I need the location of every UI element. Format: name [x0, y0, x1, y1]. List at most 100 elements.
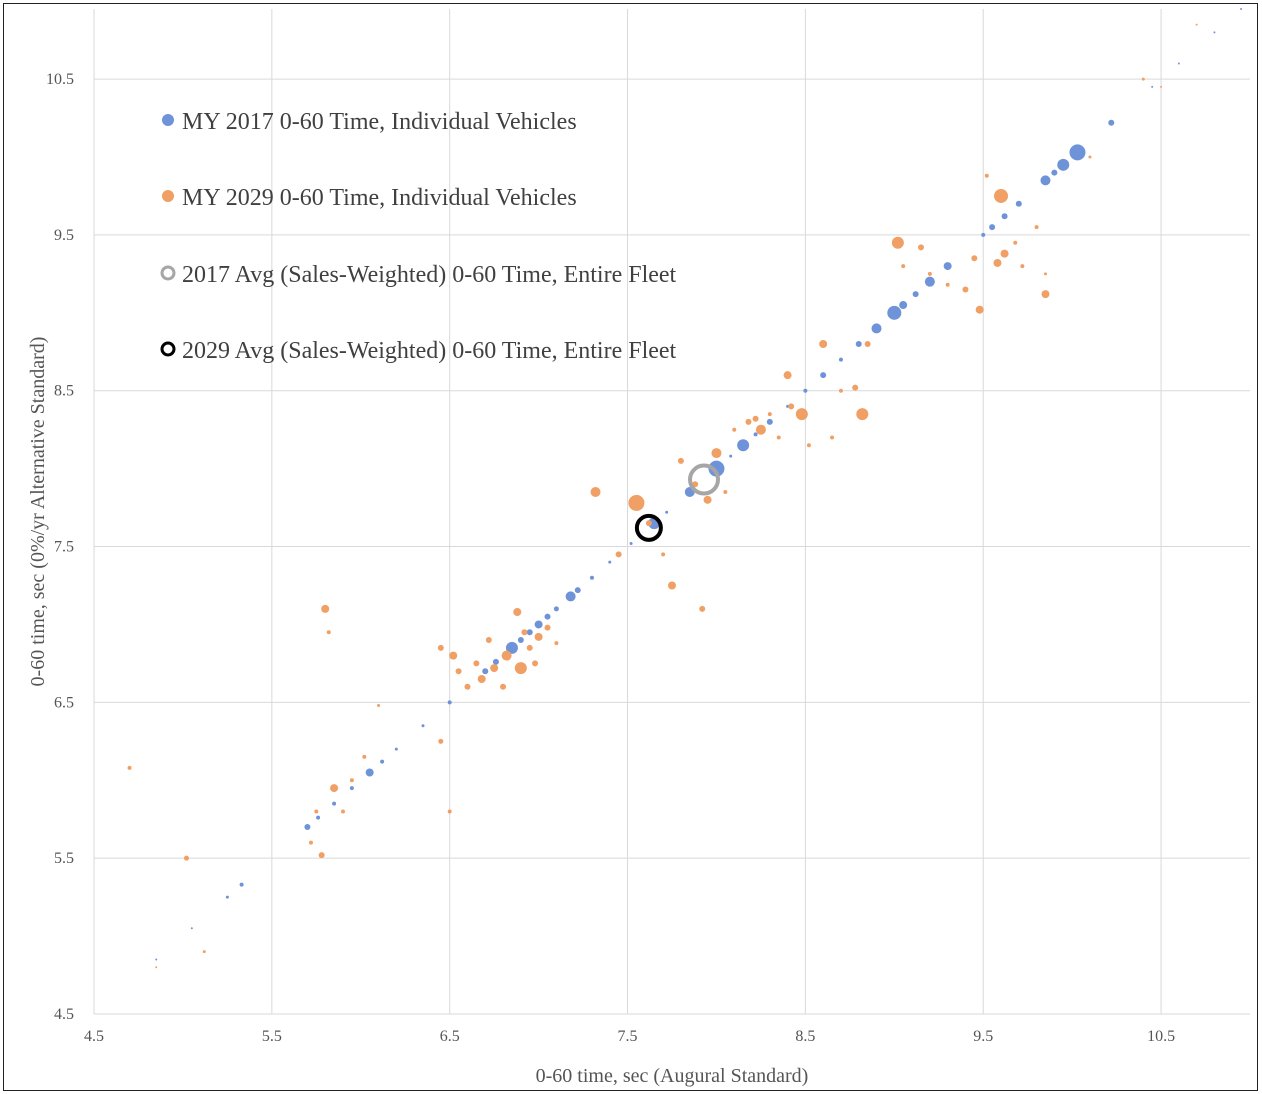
point-my2029-33	[554, 641, 559, 646]
y-axis-label: 0-60 time, sec (0%/yr Alternative Standa…	[27, 337, 49, 687]
point-my2029-61	[864, 341, 871, 347]
point-my2029-16	[447, 809, 452, 814]
x-tick-label: 10.5	[1147, 1028, 1175, 1045]
point-my2029-7	[321, 604, 330, 613]
y-tick-label: 7.5	[54, 539, 74, 556]
point-my2029-54	[795, 408, 808, 421]
point-my2029-35	[615, 551, 622, 558]
point-my2017-40	[871, 323, 882, 334]
legend-label-avg2017: 2017 Avg (Sales-Weighted) 0-60 Time, Ent…	[182, 262, 677, 288]
legend-item-avg2029: 2029 Avg (Sales-Weighted) 0-60 Time, Ent…	[160, 338, 677, 364]
point-my2029-3	[202, 950, 206, 954]
point-my2029-65	[927, 271, 932, 276]
legend-label-my2017: MY 2017 0-60 Time, Individual Vehicles	[182, 109, 577, 135]
point-my2029-75	[1020, 264, 1025, 269]
point-my2029-0	[127, 765, 132, 770]
point-my2029-39	[668, 581, 676, 590]
point-my2029-70	[984, 173, 989, 178]
point-my2029-47	[745, 418, 752, 425]
point-my2017-32	[737, 439, 750, 452]
point-my2029-25	[501, 650, 512, 661]
point-my2029-1	[155, 966, 158, 969]
point-my2017-46	[981, 232, 986, 237]
point-my2017-42	[899, 301, 908, 310]
point-my2017-49	[1015, 200, 1022, 207]
point-my2017-43	[912, 291, 919, 298]
point-my2029-26	[513, 608, 522, 616]
point-my2029-66	[945, 282, 950, 287]
point-my2029-44	[711, 448, 722, 459]
point-my2029-27	[514, 662, 527, 675]
point-my2029-62	[891, 236, 904, 249]
point-my2029-53	[788, 403, 795, 410]
point-my2017-39	[855, 341, 862, 347]
point-my2017-47	[989, 224, 996, 231]
point-my2029-11	[349, 778, 354, 783]
y-tick-label: 4.5	[54, 1006, 74, 1023]
point-my2029-8	[326, 630, 331, 635]
legend-item-my2017: MY 2017 0-60 Time, Individual Vehicles	[162, 109, 577, 135]
point-my2017-50	[1040, 175, 1051, 186]
point-my2017-16	[505, 641, 518, 654]
point-my2017-0	[155, 958, 158, 961]
point-my2017-6	[332, 801, 337, 806]
x-tick-label: 5.5	[262, 1028, 282, 1045]
point-my2029-72	[994, 188, 1009, 203]
point-my2017-4	[304, 824, 311, 831]
avg-2029-marker	[634, 513, 663, 542]
point-my2017-44	[924, 276, 935, 287]
point-my2017-38	[838, 357, 843, 362]
point-my2029-43	[703, 495, 712, 504]
point-my2029-28	[521, 629, 528, 636]
y-tick-label: 9.5	[54, 227, 74, 244]
point-my2029-80	[1141, 77, 1145, 81]
point-my2029-67	[962, 286, 969, 293]
y-tick-label: 10.5	[46, 71, 74, 88]
legend-marker-avg2017	[160, 265, 176, 281]
point-my2029-13	[377, 703, 381, 707]
point-my2029-15	[438, 738, 444, 744]
point-my2029-38	[661, 552, 666, 557]
point-my2029-23	[490, 664, 499, 673]
x-tick-label: 4.5	[84, 1028, 104, 1045]
point-my2017-9	[380, 759, 385, 764]
point-my2017-41	[887, 305, 902, 320]
point-my2017-57	[1213, 31, 1216, 34]
point-my2029-31	[534, 632, 543, 641]
point-my2017-34	[766, 418, 773, 425]
point-my2029-58	[838, 388, 843, 393]
point-my2017-24	[589, 575, 594, 580]
point-my2029-46	[732, 427, 737, 432]
data-points	[127, 8, 1243, 969]
point-my2029-36	[628, 494, 645, 511]
point-my2029-55	[806, 443, 811, 448]
legend-marker-avg2029	[160, 341, 176, 357]
point-my2029-77	[1041, 290, 1050, 299]
point-my2017-3	[239, 882, 244, 887]
point-my2017-21	[553, 606, 559, 612]
point-my2017-25	[608, 560, 612, 564]
avg-2017-marker	[688, 463, 721, 496]
point-my2029-29	[526, 644, 533, 651]
y-tick-label: 8.5	[54, 383, 74, 400]
x-axis-ticks: 4.5 5.5 6.5 7.5 8.5 9.5 10.5	[84, 1028, 1175, 1045]
point-my2029-71	[993, 258, 1002, 267]
point-my2017-45	[943, 262, 952, 271]
point-my2017-48	[1001, 213, 1008, 220]
point-my2017-54	[1108, 119, 1115, 126]
point-my2029-4	[308, 840, 313, 845]
point-my2029-19	[464, 683, 471, 690]
point-my2017-18	[526, 629, 533, 636]
point-my2029-42	[699, 605, 706, 612]
scatter-chart: 4.5 5.5 6.5 7.5 8.5 9.5 10.5 4.5 5.5 6.5 7.5 8.5 9.…	[27, 8, 1250, 1087]
point-my2029-78	[1043, 272, 1047, 276]
point-my2017-53	[1069, 144, 1086, 161]
legend-label-my2029: MY 2029 0-60 Time, Individual Vehicles	[182, 185, 577, 211]
point-my2017-2	[225, 895, 229, 899]
point-my2017-31	[729, 454, 733, 458]
point-my2029-40	[677, 457, 684, 464]
point-my2017-8	[365, 768, 374, 777]
point-my2029-12	[362, 754, 367, 759]
x-tick-label: 7.5	[618, 1028, 638, 1045]
point-my2017-33	[753, 432, 758, 437]
